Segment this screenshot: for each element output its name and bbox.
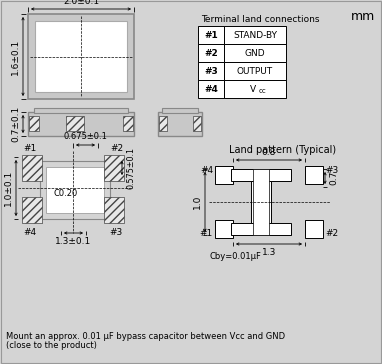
- Bar: [28, 112, 134, 136]
- Bar: [305, 220, 323, 238]
- Text: 0.675±0.1: 0.675±0.1: [63, 132, 107, 141]
- Text: 0.7: 0.7: [329, 171, 338, 185]
- Bar: [40, 161, 110, 219]
- Text: #4: #4: [204, 84, 218, 94]
- Text: C0.20: C0.20: [54, 189, 78, 198]
- Bar: [46, 167, 104, 213]
- Bar: [123, 116, 133, 131]
- Bar: [104, 155, 124, 181]
- Text: Terminal land connections: Terminal land connections: [201, 15, 319, 24]
- Bar: [35, 21, 127, 92]
- Bar: [198, 44, 224, 62]
- Text: #1: #1: [200, 229, 213, 238]
- Bar: [29, 116, 39, 131]
- Text: OUTPUT: OUTPUT: [237, 67, 273, 75]
- Text: #1: #1: [204, 31, 218, 40]
- Text: #3: #3: [325, 166, 338, 175]
- Text: GND: GND: [245, 48, 265, 58]
- Bar: [224, 26, 286, 44]
- Text: #1: #1: [23, 144, 36, 153]
- Bar: [198, 26, 224, 44]
- Text: #4: #4: [200, 166, 213, 175]
- Bar: [66, 116, 84, 131]
- Text: 0.8: 0.8: [262, 148, 276, 157]
- Text: #2: #2: [325, 229, 338, 238]
- Bar: [22, 197, 42, 223]
- Text: 1.0±0.1: 1.0±0.1: [4, 170, 13, 206]
- Text: 0.7±0.1: 0.7±0.1: [11, 106, 20, 142]
- Text: #2: #2: [204, 48, 218, 58]
- Bar: [158, 112, 202, 136]
- Bar: [224, 44, 286, 62]
- Text: 1.0: 1.0: [193, 195, 202, 209]
- Bar: [198, 62, 224, 80]
- Text: V: V: [250, 84, 256, 94]
- Text: #3: #3: [204, 67, 218, 75]
- Text: STAND-BY: STAND-BY: [233, 31, 277, 40]
- Bar: [193, 116, 201, 131]
- Text: (close to the product): (close to the product): [6, 341, 97, 350]
- Text: 1.6±0.1: 1.6±0.1: [11, 38, 20, 75]
- Bar: [28, 14, 134, 99]
- Text: Land pattern (Typical): Land pattern (Typical): [230, 145, 337, 155]
- Text: mm: mm: [351, 10, 375, 23]
- Bar: [251, 181, 271, 223]
- Bar: [162, 108, 198, 113]
- Text: 1.3±0.1: 1.3±0.1: [55, 237, 91, 246]
- Text: 2.0±0.1: 2.0±0.1: [63, 0, 99, 6]
- Bar: [198, 80, 224, 98]
- Bar: [224, 80, 286, 98]
- Text: #3: #3: [110, 228, 123, 237]
- Bar: [231, 223, 291, 235]
- Text: Cby=0.01μF: Cby=0.01μF: [210, 252, 262, 261]
- Bar: [305, 166, 323, 184]
- Text: cc: cc: [259, 88, 267, 94]
- Bar: [224, 62, 286, 80]
- Bar: [34, 108, 128, 113]
- Bar: [231, 169, 291, 181]
- Bar: [215, 166, 233, 184]
- Text: 1.3: 1.3: [262, 248, 276, 257]
- Bar: [104, 197, 124, 223]
- Bar: [22, 155, 42, 181]
- Text: #2: #2: [110, 144, 123, 153]
- Text: #4: #4: [23, 228, 36, 237]
- Text: Mount an approx. 0.01 μF bypass capacitor between Vcc and GND: Mount an approx. 0.01 μF bypass capacito…: [6, 332, 285, 341]
- Bar: [215, 220, 233, 238]
- Text: 0.575±0.1: 0.575±0.1: [126, 147, 135, 189]
- Bar: [255, 185, 267, 219]
- Bar: [159, 116, 167, 131]
- Bar: [253, 169, 269, 235]
